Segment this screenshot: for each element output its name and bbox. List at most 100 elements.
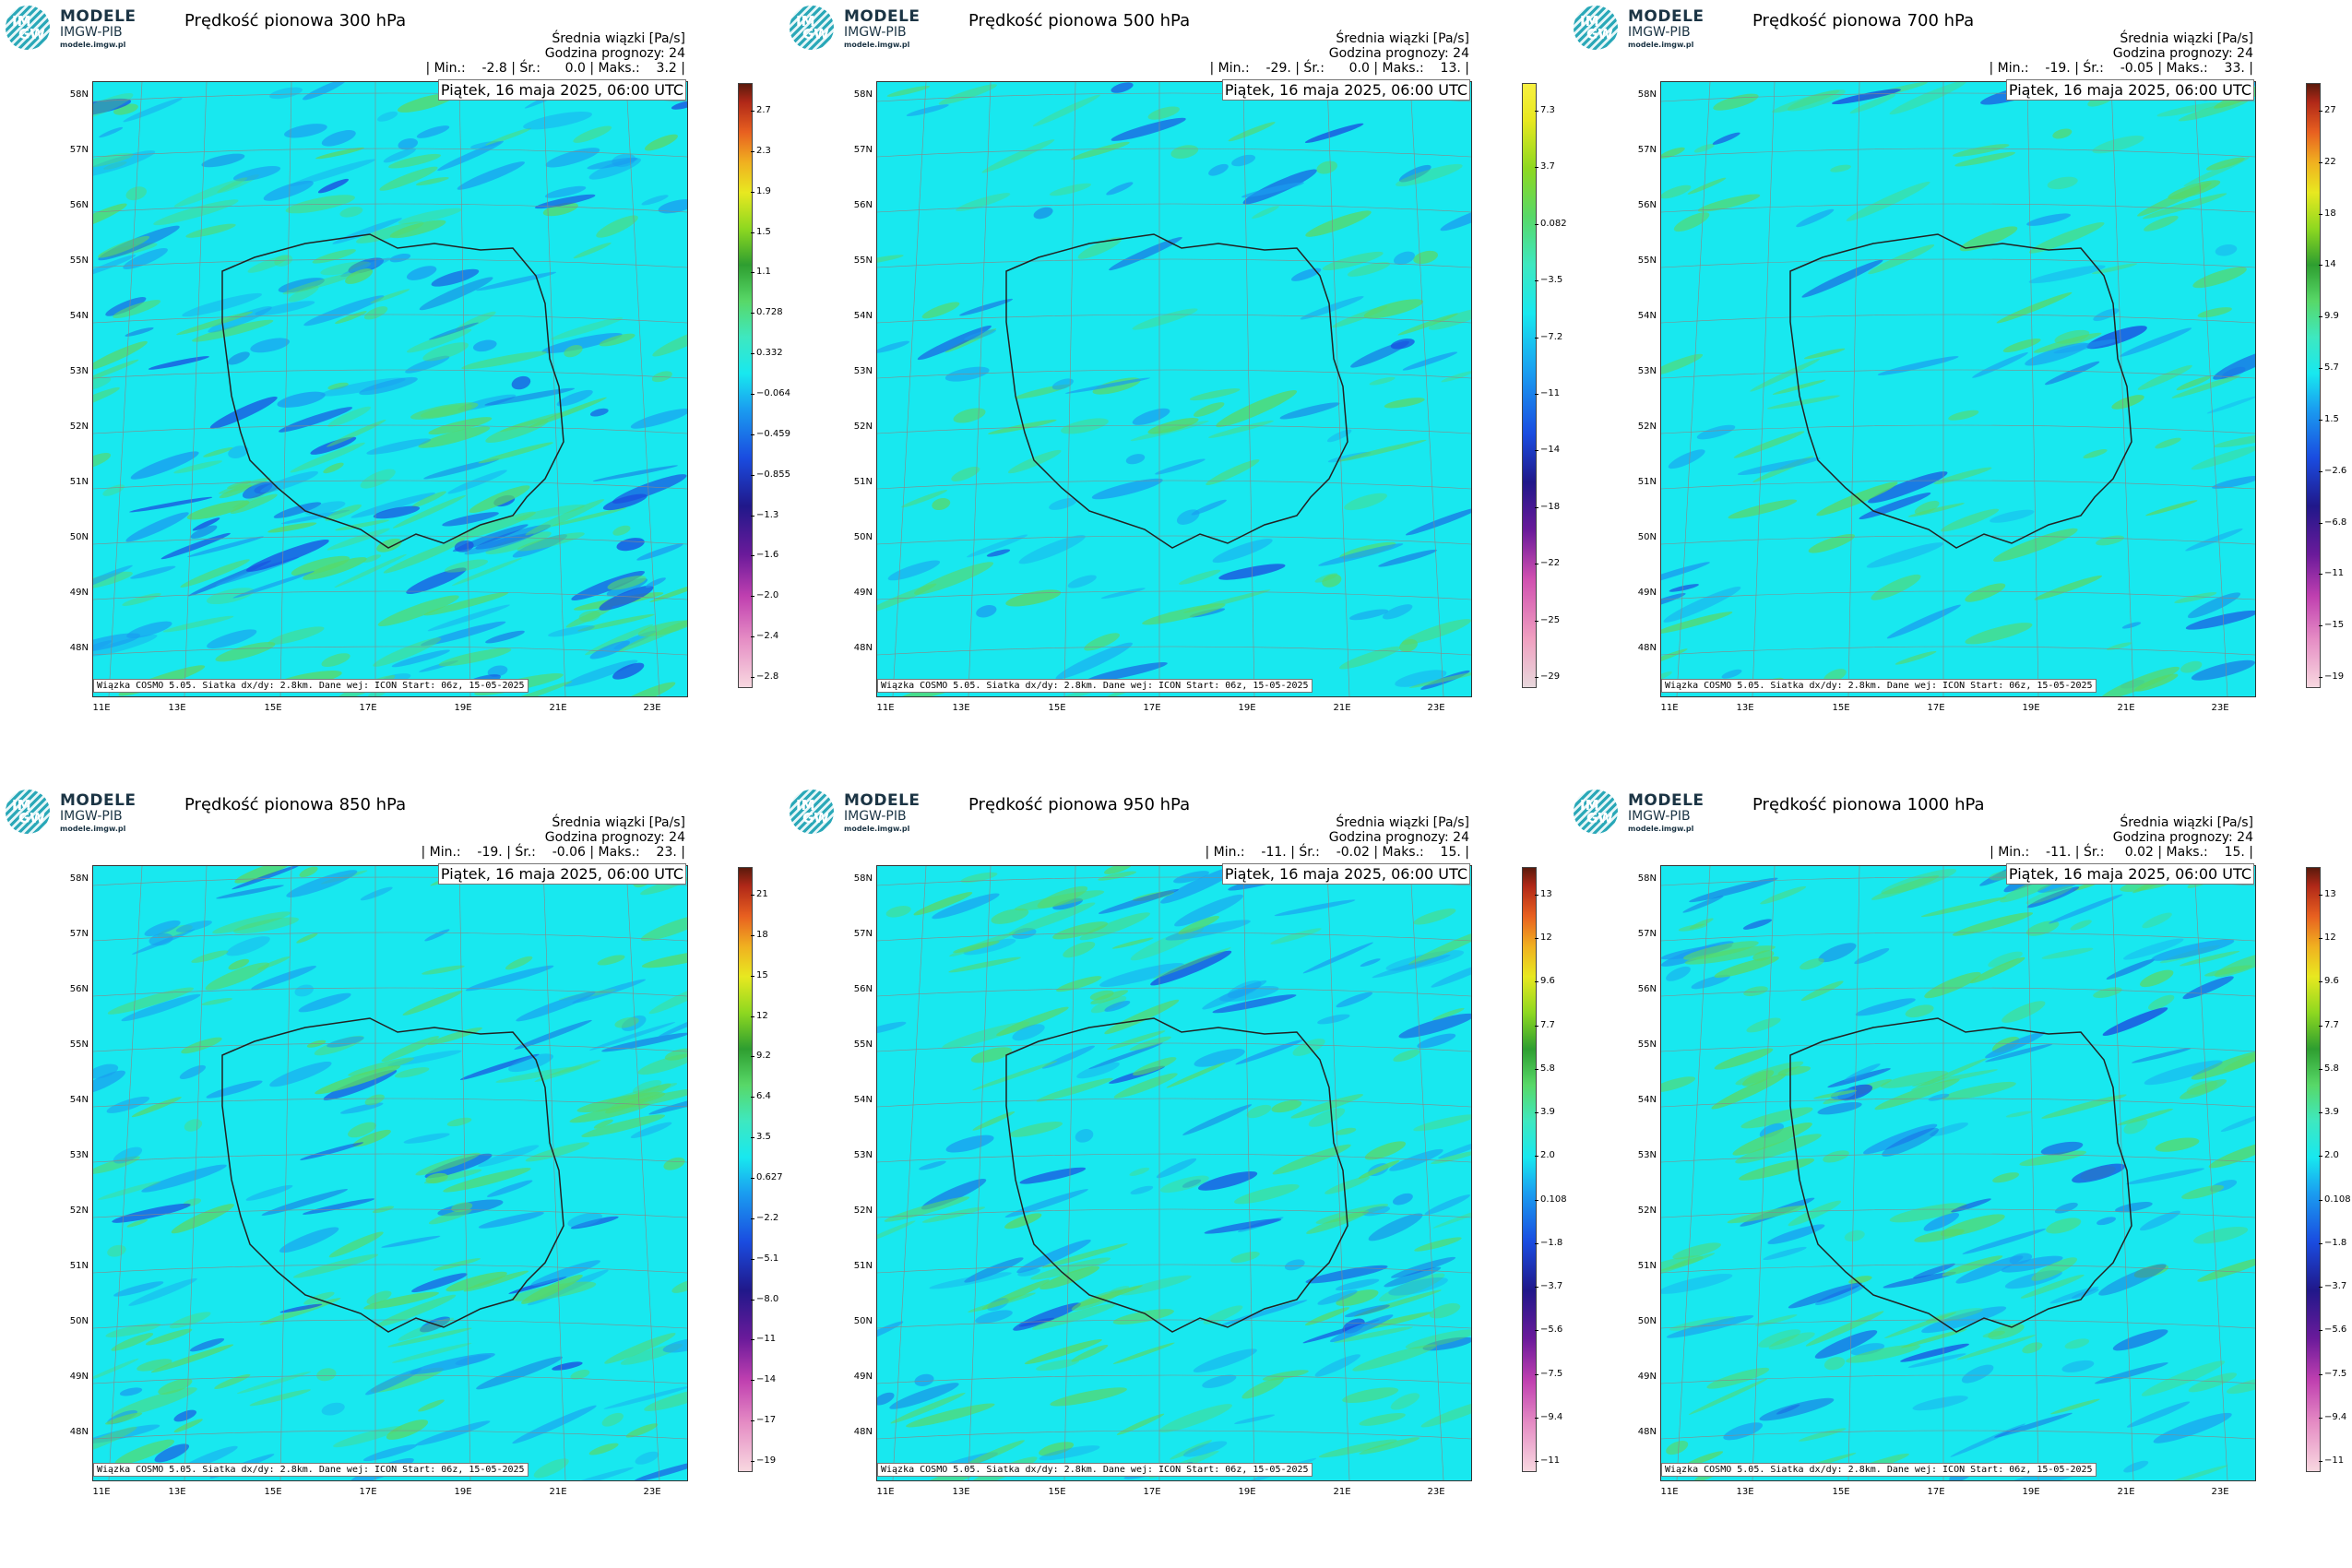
field-patch [1272,1144,1351,1175]
field-patch [472,339,497,352]
latitude-label: 56N [69,984,89,994]
field-patch [2025,885,2073,905]
field-patch [2034,575,2103,600]
field-patch [284,124,327,138]
field-patch [2144,215,2179,232]
latitude-label: 54N [1637,311,1657,321]
imgw-logo[interactable]: IM GW MODELE IMGW-PIB modele.imgw.pl [790,790,937,836]
imgw-logo-icon: IM GW [790,6,834,50]
field-patch [1889,1203,1967,1223]
field-patch [485,630,525,644]
imgw-logo[interactable]: IM GW MODELE IMGW-PIB modele.imgw.pl [6,6,153,52]
field-patch [303,82,347,101]
longitude-label: 23E [643,703,661,713]
field-patch [364,1094,385,1106]
latitude-gridline [93,1264,687,1274]
vertical-velocity-map[interactable] [1660,865,2256,1481]
latitude-label: 52N [1637,1206,1657,1216]
latitude-label: 55N [853,255,873,266]
imgw-logo[interactable]: IM GW MODELE IMGW-PIB modele.imgw.pl [1574,6,1721,52]
field-patch [528,397,607,428]
field-patch [1930,1122,1969,1136]
field-patch [373,505,421,519]
field-patch [2213,348,2255,380]
field-patch [1104,999,1180,1035]
field-patch [360,469,396,489]
field-patch [478,1145,540,1168]
field-patch [1746,1017,1781,1033]
longitude-gridline [458,866,471,1480]
field-patch [877,1021,907,1035]
latitude-label: 57N [69,929,89,939]
field-patch [917,325,992,361]
field-patch [93,453,112,469]
field-patch [335,519,390,531]
vertical-velocity-map[interactable] [876,81,1472,697]
field-patch [1691,974,1730,990]
field-patch [953,408,986,423]
field-patch [1064,377,1151,394]
field-patch [317,178,350,194]
colorbar-tick-label: −19 [2318,671,2345,682]
longitude-gridline [968,866,992,1480]
longitude-gridline [2110,82,2134,696]
field-patch [206,588,255,605]
field-patch [2185,610,2255,630]
longitude-gridline [542,866,566,1480]
longitude-gridline [1409,866,1444,1480]
field-patch [93,98,132,117]
field-patch [906,104,949,117]
field-patch [1071,1344,1109,1362]
field-patch [612,153,636,168]
field-patch [215,642,276,662]
vertical-velocity-map[interactable] [1660,81,2256,697]
field-patch [525,499,605,536]
field-patch [1788,1282,1862,1309]
field-patch [2133,1264,2169,1278]
longitude-gridline [625,82,660,696]
field-patch [932,893,1000,920]
field-patch [1714,1048,1774,1070]
field-patch [514,1019,592,1050]
imgw-logo[interactable]: IM GW MODELE IMGW-PIB modele.imgw.pl [6,790,153,836]
field-patch [948,956,1021,973]
colorbar-tick-label: −1.3 [750,510,779,520]
imgw-logo[interactable]: IM GW MODELE IMGW-PIB modele.imgw.pl [1574,790,1721,836]
field-patch [576,613,655,632]
imgw-logo[interactable]: IM GW MODELE IMGW-PIB modele.imgw.pl [790,6,937,52]
latitude-label: 57N [853,929,873,939]
colorbar-tick-label: −0.459 [750,429,791,439]
field-patch [1706,1367,1770,1389]
field-patch [1844,1229,1865,1242]
vertical-velocity-map[interactable] [92,865,688,1481]
field-patch [2095,1362,2168,1384]
field-patch [1360,958,1381,967]
field-patch [93,359,139,383]
field-patch [478,442,553,464]
colorbar [1522,867,1537,1472]
latitude-label: 50N [853,1316,873,1326]
field-patch [2117,1108,2173,1126]
field-patch [1304,1307,1350,1326]
field-patch [1113,1073,1178,1099]
colorbar-tick-label: 27 [2319,105,2336,115]
field-patch [261,1189,348,1216]
field-patch [1961,1364,1994,1384]
vertical-velocity-map[interactable] [876,865,1472,1481]
field-patch [1969,956,2025,984]
field-patch [232,571,315,599]
field-patch [208,306,272,333]
colorbar-tick-label: 0.332 [751,348,783,358]
field-patch [184,1119,203,1132]
field-patch [1178,915,1220,934]
field-patch [1359,1437,1420,1455]
field-patch [363,306,388,320]
field-patch [93,633,141,653]
field-patch [1231,154,1256,167]
colorbar-tick-label: −2.0 [750,590,779,600]
field-patch [1160,1175,1209,1193]
latitude-gridline [877,1042,1471,1052]
field-patch [1661,353,1704,376]
vertical-velocity-map[interactable] [92,81,688,697]
field-patch [1911,1058,1988,1091]
